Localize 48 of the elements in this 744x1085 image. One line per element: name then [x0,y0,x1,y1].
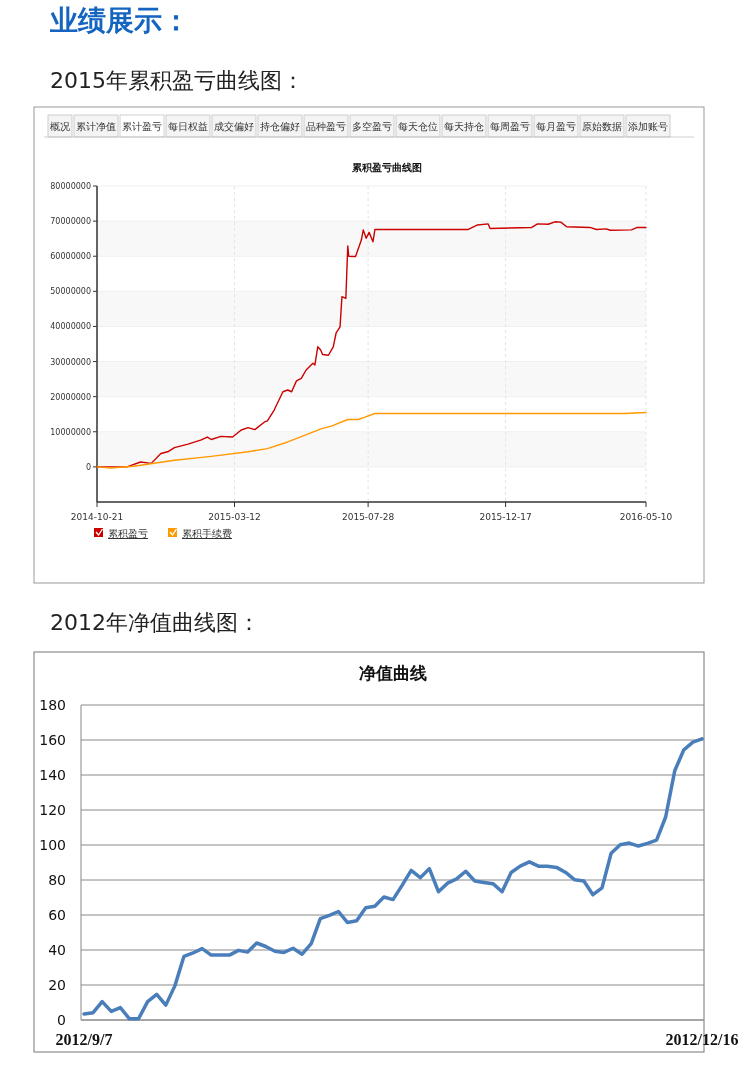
y-tick-label: 60000000 [50,252,91,262]
y-tick-label: 30000000 [50,357,91,367]
y-tick-label: 0 [57,1012,66,1028]
text: 多空盈亏 [352,121,392,132]
y-tick-label: 40 [48,942,66,958]
y-tick-label: 140 [39,767,66,783]
legend-label: 累积盈亏 [108,528,148,539]
x-tick-label: 2015-12-17 [479,512,532,522]
text: 持仓偏好 [260,121,300,132]
x-tick-label: 2012/12/16 [665,1031,739,1048]
y-tick-label: 100 [39,837,66,853]
x-tick-label: 2016-05-10 [619,512,673,522]
y-tick-label: 0 [85,462,91,472]
legend-label: 累积手续费 [182,528,232,539]
text: 每月盈亏 [536,121,576,132]
text: 成交偏好 [214,121,254,132]
x-tick-label: 2015-03-12 [208,512,261,522]
y-tick-label: 50000000 [50,287,91,297]
text: 添加账号 [628,121,668,132]
text: 概况 [50,121,70,132]
y-tick-label: 70000000 [50,217,91,227]
y-tick-label: 60 [48,907,66,923]
y-tick-label: 20 [48,977,66,993]
text: 品种盈亏 [306,121,346,132]
x-tick-label: 2015-07-28 [341,512,395,522]
text: 每日权益 [168,121,208,132]
line-series [96,411,647,469]
text: 累计盈亏 [122,121,162,132]
y-tick-label: 10000000 [50,427,91,437]
text: 每周盈亏 [490,121,530,132]
chart-title: 净值曲线 [358,663,427,683]
y-tick-label: 180 [39,697,66,713]
y-tick-label: 160 [39,732,66,748]
text: 每天仓位 [398,121,438,132]
y-tick-label: 20000000 [50,392,91,402]
y-tick-label: 40000000 [50,322,91,332]
text: 每天持仓 [444,121,484,132]
y-tick-label: 80 [48,872,66,888]
text: 累计净值 [76,121,116,132]
y-tick-label: 120 [39,802,66,818]
text: 2015年累积盈亏曲线图： [50,68,304,93]
x-tick-label: 2012/9/7 [55,1031,113,1048]
text: 原始数据 [582,121,622,132]
text: 2012年净值曲线图： [50,610,260,635]
text: 业绩展示： [49,4,190,37]
x-tick-label: 2014-10-21 [70,512,124,522]
chart-title: 累积盈亏曲线图 [350,162,422,173]
y-tick-label: 80000000 [50,182,91,191]
